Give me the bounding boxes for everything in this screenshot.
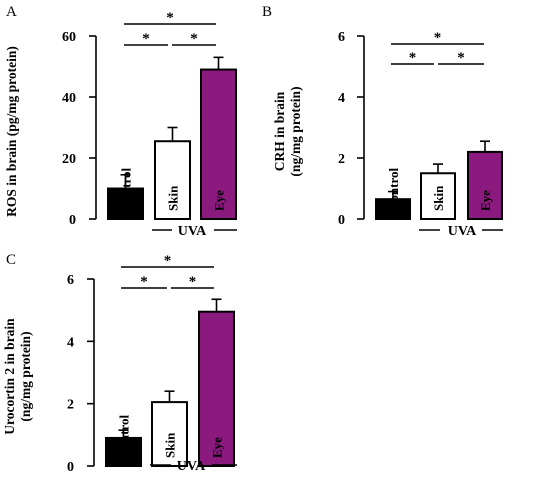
bar-label-skin: Skin <box>163 432 178 458</box>
bar-eye <box>467 150 503 220</box>
bar-skin <box>154 140 191 221</box>
panel-letter: A <box>6 4 17 20</box>
bar-eye <box>198 310 235 467</box>
y-axis-title: ROS in brain (pg/mg protein) <box>4 46 19 217</box>
y-tick-label: 0 <box>69 213 76 228</box>
significance-star: * <box>142 31 150 47</box>
bar-label-eye: Eye <box>478 190 493 211</box>
y-axis-title-line: CRH in brain <box>272 91 287 171</box>
bar-label-eye: Eye <box>210 437 225 458</box>
bar-label-skin: Skin <box>166 185 181 211</box>
chart-panel-a: A 0 20 40 60 ROS in brain (pg/mg protein) Cont… <box>4 4 237 239</box>
panel-letter: B <box>262 4 272 20</box>
y-tick-label: 0 <box>67 460 74 475</box>
significance-star: * <box>166 10 174 26</box>
bar-skin <box>151 401 188 468</box>
significance-star: * <box>434 30 442 46</box>
bar-control <box>107 187 144 220</box>
significance-star: * <box>409 50 417 66</box>
panel-letter: C <box>6 252 16 268</box>
y-tick-label: 40 <box>62 91 76 106</box>
bar-label-control: Control <box>119 168 134 211</box>
bar-eye <box>200 68 237 220</box>
y-tick-label: 6 <box>338 30 345 45</box>
y-axis-title: CRH in brain(ng/mg protein) <box>272 86 303 176</box>
bar-label-eye: Eye <box>212 190 227 211</box>
significance-star: * <box>140 274 148 290</box>
y-axis-title: Urocortin 2 in brain(ng/mg protein) <box>2 318 33 435</box>
y-axis-title-line: Urocortin 2 in brain <box>2 318 17 435</box>
group-label-uva: UVA <box>448 224 477 239</box>
y-tick-label: 2 <box>67 398 74 413</box>
y-axis-title-line: (ng/mg protein) <box>18 331 33 421</box>
y-tick-label: 6 <box>67 273 74 288</box>
bar-control <box>105 436 142 468</box>
y-tick-label: 2 <box>338 152 345 167</box>
y-tick-label: 20 <box>62 152 76 167</box>
bar-label-skin: Skin <box>431 185 446 211</box>
y-axis-title-line: (ng/mg protein) <box>288 86 303 176</box>
significance-star: * <box>164 253 172 269</box>
y-tick-label: 4 <box>67 335 74 350</box>
bar-label-control: Control <box>117 415 132 458</box>
group-label-uva: UVA <box>178 224 207 239</box>
bar-label-control: Control <box>386 168 401 211</box>
y-tick-label: 4 <box>338 91 345 106</box>
significance-star: * <box>457 50 465 66</box>
y-tick-label: 0 <box>338 213 345 228</box>
y-tick-label: 60 <box>62 30 76 45</box>
chart-panel-c: C 0 2 4 6 Urocortin 2 in brain(ng/mg protein)… <box>2 252 237 475</box>
bar-control <box>375 198 411 221</box>
significance-star: * <box>190 31 198 47</box>
chart-panel-b: B 0 2 4 6 CRH in brain(ng/mg protein) Control S… <box>262 4 503 239</box>
group-label-uva: UVA <box>177 459 206 474</box>
bar-skin <box>420 172 456 220</box>
significance-star: * <box>189 274 197 290</box>
